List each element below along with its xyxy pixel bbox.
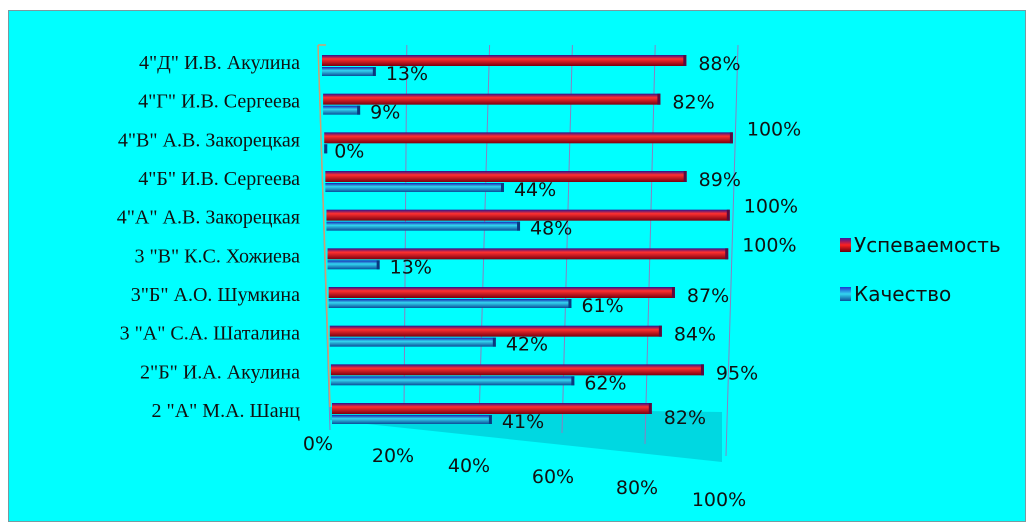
data-label: 62%: [584, 372, 626, 394]
legend: Успеваемость Качество: [840, 233, 1001, 306]
bar-end-cap: [571, 376, 575, 386]
data-label: 82%: [672, 92, 714, 114]
category-label: 4"Д" И.В. Акулина: [139, 52, 300, 74]
x-tick-label: 100%: [692, 489, 746, 511]
data-label: 42%: [506, 334, 548, 356]
bar-kachestvo: [326, 221, 521, 231]
legend-swatch: [840, 287, 851, 301]
bar-uspevaemost: [332, 403, 652, 414]
bar-end-cap: [700, 364, 704, 376]
category-label: 3 "А" С.А. Шаталина: [120, 323, 301, 345]
category-label: 4"Г" И.В. Сергеева: [138, 91, 300, 113]
bar-end-cap: [324, 144, 328, 154]
bar-end-cap: [517, 221, 521, 231]
x-tick-label: 40%: [448, 455, 490, 477]
bar-uspevaemost: [324, 132, 733, 144]
bar-end-cap: [500, 183, 504, 192]
data-label: 0%: [334, 140, 364, 162]
data-label: 100%: [742, 234, 796, 256]
bar-uspevaemost: [325, 171, 687, 182]
gridline: [644, 44, 656, 445]
bar-end-cap: [725, 248, 729, 260]
data-label: 13%: [390, 256, 432, 278]
data-label: 89%: [699, 169, 741, 191]
bar-uspevaemost: [326, 209, 730, 221]
bar-end-cap: [492, 337, 496, 347]
bar-uspevaemost: [327, 248, 729, 260]
data-label: 48%: [530, 218, 572, 240]
gridline: [725, 44, 739, 457]
data-label: 44%: [514, 179, 556, 201]
bar-kachestvo: [330, 376, 575, 386]
data-label: 88%: [698, 53, 740, 75]
bar-kachestvo: [327, 260, 380, 270]
data-label: 82%: [664, 407, 706, 429]
bar-end-cap: [683, 55, 687, 66]
bar-end-cap: [671, 287, 675, 298]
bar-uspevaemost: [323, 93, 661, 105]
data-label: 41%: [502, 411, 544, 433]
bar-end-cap: [376, 260, 380, 270]
legend-label: Качество: [854, 282, 951, 306]
x-tick-label: 20%: [372, 445, 414, 467]
gridline: [478, 44, 491, 423]
x-tick-label: 60%: [532, 466, 574, 488]
category-label: 2 "А" М.А. Шанц: [152, 400, 301, 422]
data-label: 100%: [744, 196, 798, 218]
bar-kachestvo: [329, 337, 496, 347]
bar-kachestvo: [325, 183, 504, 192]
bar-end-cap: [657, 93, 661, 105]
x-tick-label: 80%: [616, 477, 658, 499]
category-label: 4"А" А.В. Закорецкая: [117, 207, 300, 229]
bar-kachestvo: [323, 105, 361, 115]
category-label: 4"В" А.В. Закорецкая: [118, 129, 300, 151]
bar-uspevaemost: [322, 55, 687, 66]
bar-end-cap: [372, 67, 376, 76]
data-label: 9%: [370, 102, 400, 124]
data-label: 84%: [674, 324, 716, 346]
bar-kachestvo: [322, 67, 376, 76]
bar-end-cap: [568, 299, 572, 308]
x-tick-label: 0%: [303, 433, 333, 455]
bar-end-cap: [729, 132, 733, 144]
bar-end-cap: [648, 403, 652, 414]
data-label: 95%: [716, 362, 758, 384]
bar-end-cap: [683, 171, 687, 182]
data-label: 87%: [687, 285, 729, 307]
category-label: 2"Б" И.А. Акулина: [140, 361, 300, 383]
legend-swatch: [840, 238, 851, 252]
bar-end-cap: [357, 105, 361, 115]
bar-uspevaemost: [328, 287, 675, 298]
bar-uspevaemost: [329, 325, 662, 337]
category-label: 3"Б" А.О. Шумкина: [131, 284, 300, 306]
bar-kachestvo: [328, 299, 572, 308]
data-label: 61%: [581, 295, 623, 317]
category-label: 4"Б" И.В. Сергеева: [138, 168, 300, 190]
category-label: 3 "В" К.С. Хожиева: [135, 245, 301, 267]
data-label: 13%: [386, 63, 428, 85]
bar-kachestvo: [332, 415, 492, 424]
data-label: 100%: [747, 118, 801, 140]
bar-end-cap: [726, 209, 730, 221]
bar-end-cap: [658, 325, 662, 337]
legend-label: Успеваемость: [854, 233, 1001, 257]
bar-uspevaemost: [330, 364, 704, 376]
y-axis-line: [317, 44, 331, 408]
bar-end-cap: [488, 415, 492, 424]
